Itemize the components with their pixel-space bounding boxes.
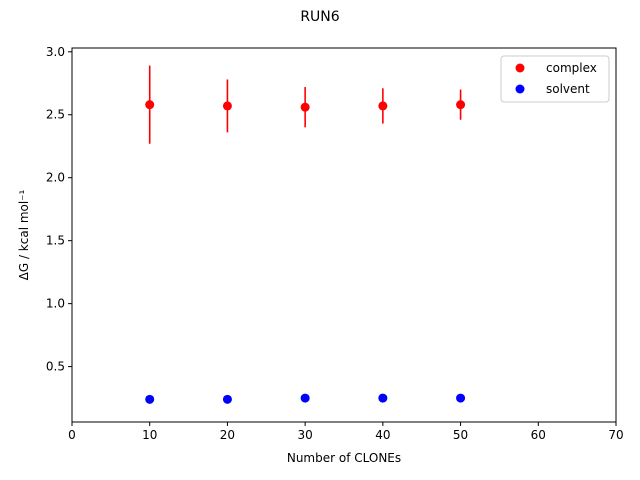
data-point xyxy=(145,100,155,110)
data-point xyxy=(378,101,388,111)
y-tick-label: 1.0 xyxy=(46,297,65,311)
axes-frame xyxy=(71,47,617,423)
y-tick-label: 0.5 xyxy=(46,360,65,374)
legend-frame xyxy=(500,55,610,103)
legend-marker xyxy=(515,84,525,94)
x-axis-label: Number of CLONEs xyxy=(287,451,401,465)
x-axis: 0 10 20 30 40 50 60 70 xyxy=(68,422,624,442)
data-point xyxy=(300,393,310,403)
legend-marker xyxy=(515,63,525,73)
data-point xyxy=(300,102,310,112)
data-point xyxy=(222,394,232,404)
data-point xyxy=(222,101,232,111)
data-point xyxy=(456,100,466,110)
x-tick-label: 40 xyxy=(375,428,390,442)
x-tick-label: 10 xyxy=(142,428,157,442)
plot-area xyxy=(145,65,466,404)
x-tick-label: 70 xyxy=(608,428,623,442)
x-tick-label: 20 xyxy=(220,428,235,442)
x-tick-label: 0 xyxy=(68,428,76,442)
x-tick-label: 60 xyxy=(531,428,546,442)
legend: complex solvent xyxy=(500,55,610,103)
y-tick-label: 1.5 xyxy=(46,234,65,248)
chart-title: RUN6 xyxy=(300,9,339,25)
y-tick-label: 2.5 xyxy=(46,108,65,122)
y-axis: 0.5 1.0 1.5 2.0 2.5 3.0 xyxy=(46,45,72,374)
data-point xyxy=(378,393,388,403)
data-point xyxy=(145,394,155,404)
legend-label: solvent xyxy=(546,82,590,96)
x-tick-label: 50 xyxy=(453,428,468,442)
data-point xyxy=(456,393,466,403)
legend-label: complex xyxy=(546,61,597,75)
y-tick-label: 2.0 xyxy=(46,171,65,185)
y-tick-label: 3.0 xyxy=(46,45,65,59)
x-tick-label: 30 xyxy=(298,428,313,442)
y-axis-label: ΔG / kcal mol⁻¹ xyxy=(17,189,31,280)
